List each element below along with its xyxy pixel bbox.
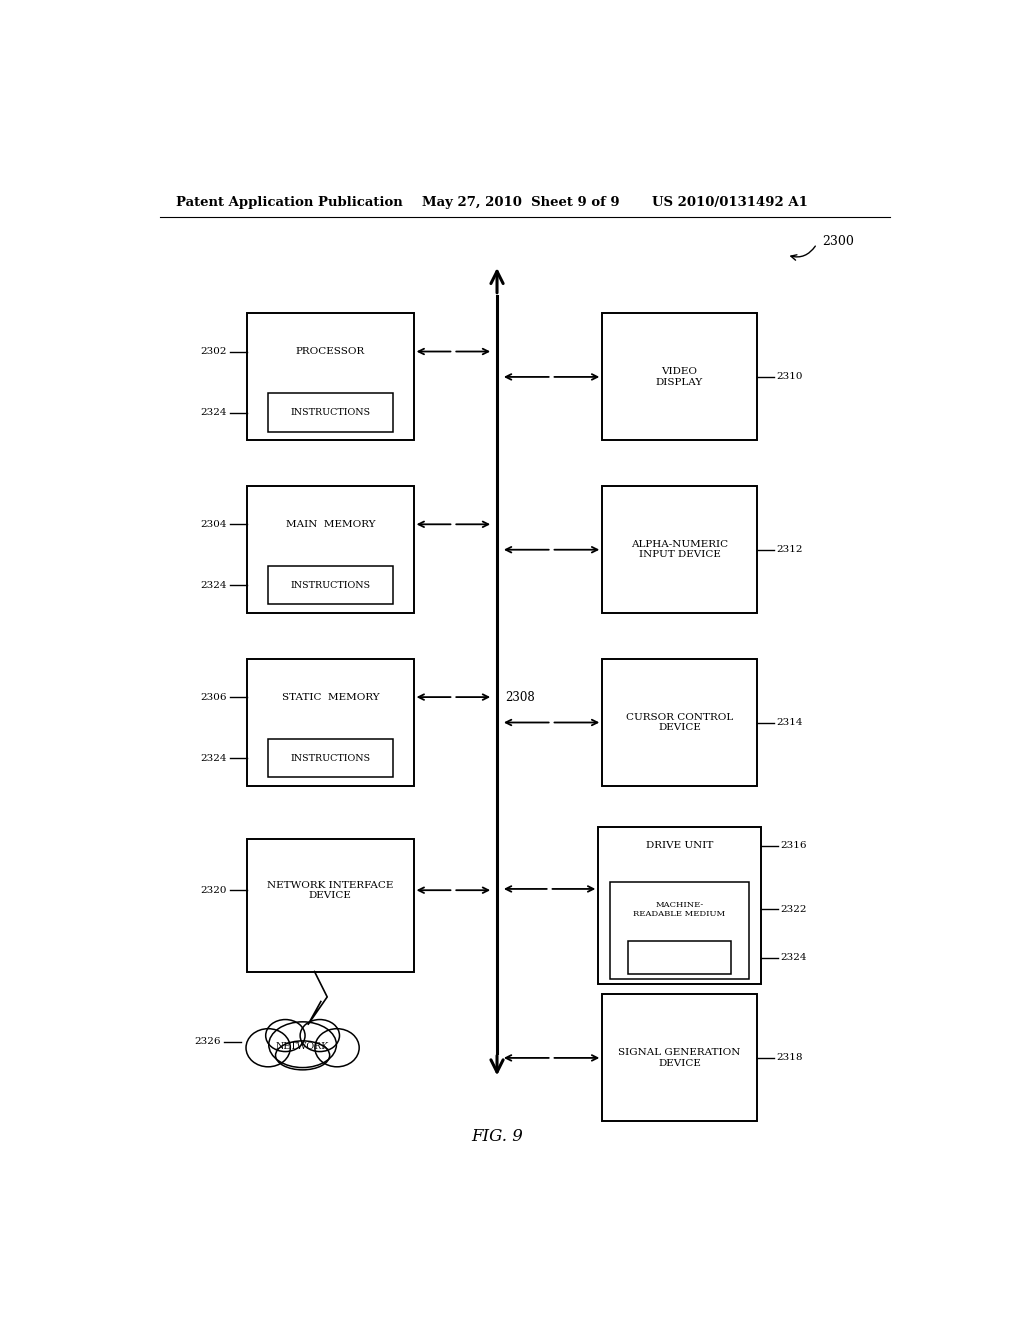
Text: 2318: 2318 <box>777 1053 803 1063</box>
Text: NETWORK: NETWORK <box>275 1043 330 1051</box>
Text: CURSOR CONTROL
DEVICE: CURSOR CONTROL DEVICE <box>626 713 733 733</box>
Ellipse shape <box>275 1041 330 1069</box>
Ellipse shape <box>268 1022 337 1068</box>
Bar <box>602 994 757 1122</box>
Text: 2320: 2320 <box>201 886 227 895</box>
Bar <box>268 566 393 605</box>
Text: May 27, 2010  Sheet 9 of 9: May 27, 2010 Sheet 9 of 9 <box>422 195 620 209</box>
Text: MACHINE-
READABLE MEDIUM: MACHINE- READABLE MEDIUM <box>634 900 726 917</box>
Text: 2312: 2312 <box>777 545 803 554</box>
Bar <box>598 826 761 985</box>
Text: FIG. 9: FIG. 9 <box>471 1127 523 1144</box>
Bar <box>602 313 757 441</box>
Text: MAIN  MEMORY: MAIN MEMORY <box>286 520 375 529</box>
Text: SIGNAL GENERATION
DEVICE: SIGNAL GENERATION DEVICE <box>618 1048 740 1068</box>
Bar <box>268 739 393 777</box>
Bar <box>247 840 414 972</box>
Text: NETWORK INTERFACE
DEVICE: NETWORK INTERFACE DEVICE <box>267 880 393 900</box>
Text: VIDEO
DISPLAY: VIDEO DISPLAY <box>656 367 703 387</box>
Text: 2324: 2324 <box>201 754 227 763</box>
Bar <box>602 486 757 614</box>
Ellipse shape <box>315 1028 359 1067</box>
Text: 2326: 2326 <box>195 1038 221 1047</box>
Bar <box>268 393 393 432</box>
Text: INSTRUCTIONS: INSTRUCTIONS <box>291 581 371 590</box>
Text: 2314: 2314 <box>777 718 803 727</box>
Text: 2308: 2308 <box>505 690 535 704</box>
Text: 2324: 2324 <box>201 408 227 417</box>
Ellipse shape <box>300 1019 340 1052</box>
Text: 2306: 2306 <box>201 693 227 702</box>
Text: DRIVE UNIT: DRIVE UNIT <box>646 841 714 850</box>
Text: US 2010/0131492 A1: US 2010/0131492 A1 <box>652 195 808 209</box>
Text: 2316: 2316 <box>780 841 807 850</box>
Ellipse shape <box>246 1028 290 1067</box>
Text: INSTRUCTIONS: INSTRUCTIONS <box>291 754 371 763</box>
Text: PROCESSOR: PROCESSOR <box>296 347 365 356</box>
Text: 2300: 2300 <box>822 235 854 248</box>
Text: ALPHA-NUMERIC
INPUT DEVICE: ALPHA-NUMERIC INPUT DEVICE <box>631 540 728 560</box>
Bar <box>610 882 749 979</box>
Ellipse shape <box>265 1019 305 1052</box>
Bar <box>628 941 731 974</box>
Bar <box>247 486 414 614</box>
Text: 2324: 2324 <box>201 581 227 590</box>
Text: 2322: 2322 <box>780 904 807 913</box>
Text: INSTRUCTIONS: INSTRUCTIONS <box>291 408 371 417</box>
Text: 2310: 2310 <box>777 372 803 381</box>
Text: 2302: 2302 <box>201 347 227 356</box>
Bar <box>247 313 414 441</box>
Text: STATIC  MEMORY: STATIC MEMORY <box>282 693 379 702</box>
Bar <box>602 659 757 785</box>
Bar <box>247 659 414 785</box>
Text: Patent Application Publication: Patent Application Publication <box>176 195 402 209</box>
Text: 2324: 2324 <box>780 953 807 962</box>
Text: INSTRUCTIONS: INSTRUCTIONS <box>644 953 715 961</box>
Text: 2304: 2304 <box>201 520 227 529</box>
